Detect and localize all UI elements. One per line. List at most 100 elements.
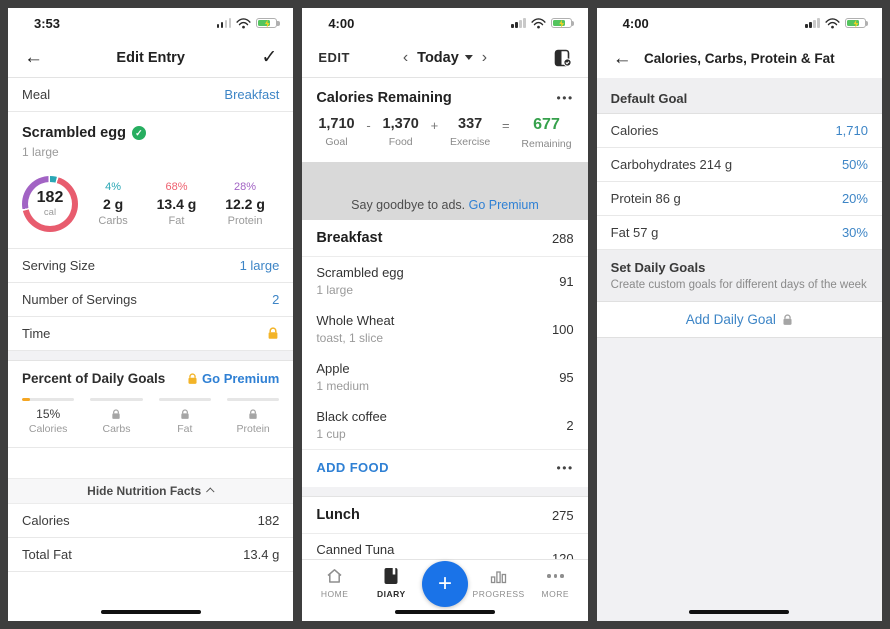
set-daily-goals-section-header: Set Daily Goals Create custom goals for … xyxy=(596,250,882,302)
macro-carbs: 4% 2 g Carbs xyxy=(98,181,128,227)
chevron-up-icon xyxy=(206,487,215,496)
add-entry-fab[interactable]: + xyxy=(421,561,468,607)
caret-down-icon xyxy=(464,55,473,60)
fact-row-total-fat: Total Fat 13.4 g xyxy=(8,538,294,572)
percent-daily-goals-section: Percent of Daily Goals Go Premium 15% Ca… xyxy=(8,361,294,448)
meal-options-icon[interactable]: ••• xyxy=(556,460,574,475)
goal-row-fat[interactable]: Fat 57 g 30% xyxy=(596,216,882,250)
page-title: Edit Entry xyxy=(116,49,185,66)
home-indicator[interactable] xyxy=(394,609,495,614)
tab-progress[interactable]: PROGRESS xyxy=(473,567,525,599)
nutrition-report-icon[interactable] xyxy=(554,49,572,67)
macro-fat: 68% 13.4 g Fat xyxy=(156,181,197,227)
breakfast-total: 288 xyxy=(551,230,574,246)
time-row[interactable]: Time xyxy=(8,317,294,351)
goals-title: Percent of Daily Goals xyxy=(22,371,166,386)
cellular-signal-icon xyxy=(216,18,232,28)
go-premium-link[interactable]: Go Premium xyxy=(187,371,279,386)
tab-more[interactable]: MORE xyxy=(529,567,581,599)
status-time: 4:00 xyxy=(622,15,649,31)
goal-value: 1,710 Goal xyxy=(318,116,355,148)
home-icon xyxy=(327,569,342,583)
food-item[interactable]: Whole Wheat toast, 1 slice 100 xyxy=(316,313,574,345)
macro-protein: 28% 12.2 g Protein xyxy=(225,181,265,227)
lock-icon xyxy=(112,408,121,419)
plus-operator: + xyxy=(430,118,439,133)
lock-icon xyxy=(249,408,257,419)
battery-icon xyxy=(550,17,575,29)
goal-row-calories[interactable]: Calories 1,710 xyxy=(596,114,882,148)
lunch-header[interactable]: Lunch 275 xyxy=(302,497,588,534)
meal-value: Breakfast xyxy=(224,87,280,102)
goal-bar-protein: Protein xyxy=(226,398,280,435)
ring-unit: cal xyxy=(43,207,57,218)
lock-icon xyxy=(181,408,189,419)
lunch-total: 275 xyxy=(551,507,574,523)
more-options-icon[interactable]: ••• xyxy=(556,91,574,105)
calorie-math-row: 1,710 Goal - 1,370 Food + 337 Exercise = 67… xyxy=(302,108,587,162)
calories-remaining-title: Calories Remaining xyxy=(316,90,452,106)
food-name: Scrambled egg xyxy=(22,125,126,141)
previous-day-button[interactable]: ‹ xyxy=(402,48,409,66)
calorie-ring-chart: 182 cal xyxy=(22,176,78,232)
confirm-button[interactable]: ✓ xyxy=(261,47,278,68)
status-bar: 4:00 xyxy=(302,8,587,38)
tab-home[interactable]: HOME xyxy=(309,567,361,599)
wifi-icon xyxy=(825,17,840,29)
ad-go-premium-link[interactable]: Go Premium xyxy=(468,198,539,212)
lock-icon xyxy=(268,327,278,339)
ring-calories: 182 xyxy=(36,189,64,206)
default-goal-section-header: Default Goal xyxy=(596,78,882,114)
minus-operator: - xyxy=(366,118,371,133)
number-of-servings-row[interactable]: Number of Servings 2 xyxy=(8,283,294,317)
equals-operator: = xyxy=(502,118,510,133)
goal-row-carbohydrates[interactable]: Carbohydrates 214 g 50% xyxy=(596,148,882,182)
section-divider xyxy=(8,351,294,361)
cellular-signal-icon xyxy=(805,18,820,28)
goal-row-protein[interactable]: Protein 86 g 20% xyxy=(596,182,882,216)
exercise-value: 337 Exercise xyxy=(449,116,491,148)
food-item[interactable]: Apple 1 medium 95 xyxy=(316,361,574,393)
goal-bar-carbs: Carbs xyxy=(90,398,143,435)
tab-diary[interactable]: DIARY xyxy=(365,567,417,599)
back-button[interactable]: ← xyxy=(612,47,632,69)
nutrition-summary: 182 cal 4% 2 g Carbs 68% 13.4 g Fat 28% … xyxy=(8,168,294,249)
progress-chart-icon xyxy=(490,571,507,584)
goals-navbar: ← Calories, Carbs, Protein & Fat xyxy=(597,38,882,78)
meal-label: Meal xyxy=(22,87,51,102)
ad-banner: Say goodbye to ads. Go Premium xyxy=(302,162,588,220)
verified-badge-icon: ✓ xyxy=(131,126,146,140)
more-dots-icon xyxy=(547,567,564,585)
status-time: 4:00 xyxy=(328,15,355,31)
food-value: 1,370 Food xyxy=(382,116,419,148)
diary-navbar: EDIT ‹ Today › xyxy=(302,38,588,78)
hide-nutrition-facts-button[interactable]: Hide Nutrition Facts xyxy=(8,478,294,504)
next-day-button[interactable]: › xyxy=(481,48,488,66)
back-button[interactable]: ← xyxy=(24,47,43,68)
goal-bar-fat: Fat xyxy=(158,398,211,435)
lock-icon xyxy=(783,313,792,325)
screen-goals: 4:00 ← Calories, Carbs, Protein & Fat De… xyxy=(596,8,882,621)
food-header: Scrambled egg ✓ 1 large xyxy=(8,112,293,168)
diary-icon xyxy=(384,568,398,584)
battery-icon xyxy=(256,17,280,29)
serving-size-row[interactable]: Serving Size 1 large xyxy=(8,249,294,283)
status-bar: 4:00 xyxy=(597,8,882,38)
screen-diary: 4:00 EDIT ‹ Today › Calories Remaining •… xyxy=(302,8,588,621)
page-title: Calories, Carbs, Protein & Fat xyxy=(644,50,835,66)
breakfast-header[interactable]: Breakfast 288 xyxy=(302,220,588,257)
date-selector[interactable]: Today xyxy=(417,50,473,66)
section-divider xyxy=(302,487,588,497)
edit-button[interactable]: EDIT xyxy=(318,50,350,65)
home-indicator[interactable] xyxy=(689,609,790,614)
food-item[interactable]: Scrambled egg 1 large 91 xyxy=(316,265,574,297)
home-indicator[interactable] xyxy=(100,609,201,614)
meal-row[interactable]: Meal Breakfast xyxy=(8,78,294,112)
remaining-value: 677 Remaining xyxy=(521,116,572,150)
add-daily-goal-button[interactable]: Add Daily Goal xyxy=(596,302,882,338)
add-food-button[interactable]: ADD FOOD xyxy=(316,460,389,475)
fact-row-calories: Calories 182 xyxy=(8,504,294,538)
food-item[interactable]: Black coffee 1 cup 2 xyxy=(316,409,574,441)
status-time: 3:53 xyxy=(34,15,61,31)
